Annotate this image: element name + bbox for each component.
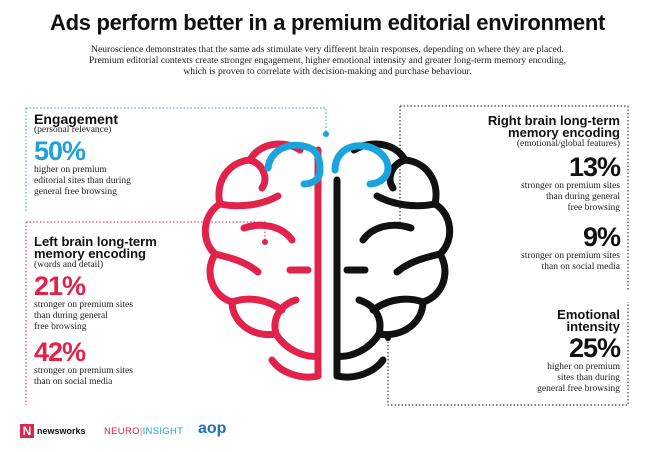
engagement-desc-line: higher on premium: [34, 165, 107, 175]
right-brain-desc-line: than during general: [546, 192, 620, 202]
left-brain-desc-line: than during general: [34, 311, 108, 321]
left-brain-desc-line: stronger on premium sites: [34, 366, 133, 376]
engagement-heading: Engagement: [34, 111, 119, 127]
left-brain-desc-line: stronger on premium sites: [34, 300, 133, 310]
emotional-stat: 25%: [568, 333, 621, 363]
newsworks-wordmark: newsworks: [37, 426, 86, 436]
neuroinsight-logo: NEURO|INSIGHT: [104, 426, 184, 437]
emotional-desc-line: general free browsing: [537, 384, 620, 394]
emotional-desc-line: sites than during: [557, 373, 620, 383]
neuro-wordmark: NEURO: [104, 426, 140, 437]
left-hemisphere: [201, 140, 322, 381]
right-brain-desc-line: free browsing: [567, 203, 621, 213]
left-brain-desc-line: free browsing: [34, 322, 87, 332]
right-brain-desc-line: stronger on premium sites: [521, 181, 620, 191]
left-brain-stat-2: 42%: [34, 337, 86, 367]
intro-line: which is proven to correlate with decisi…: [183, 66, 472, 77]
engagement-stat: 50%: [34, 136, 86, 166]
brain-top-arcs: [264, 141, 392, 188]
aop-logo: aop: [198, 420, 227, 437]
left-brain-stat-1: 21%: [34, 271, 86, 301]
engagement-desc-line: editorial sites than during: [34, 176, 131, 186]
left-brain-panel: Left brain long-term memory encoding (wo…: [34, 234, 234, 388]
page-title: Ads perform better in a premium editoria…: [50, 10, 605, 35]
left-brain-desc-line: than on social media: [34, 377, 113, 387]
intro-line: Premium editorial contexts create strong…: [88, 55, 567, 66]
engagement-desc-line: general free browsing: [34, 187, 117, 197]
insight-wordmark: INSIGHT: [142, 426, 184, 437]
connector-dots: [262, 131, 403, 341]
left-brain-heading: memory encoding: [34, 246, 146, 261]
right-brain-desc-line: than on social media: [541, 262, 620, 272]
right-brain-panel: Right brain long-term memory encoding (e…: [420, 113, 621, 273]
right-hemisphere: [333, 140, 454, 381]
emotional-panel: Emotional intensity 25% higher on premiu…: [440, 307, 621, 395]
emotional-connector: [387, 302, 629, 406]
newsworks-logo: N newsworks: [20, 424, 86, 438]
right-brain-subheading: (emotional/global features): [516, 139, 620, 149]
emotional-heading: intensity: [566, 319, 620, 334]
intro-text: Neuroscience demonstrates that the same …: [70, 44, 585, 77]
newsworks-icon: N: [20, 424, 34, 438]
right-brain-stat-1: 13%: [568, 152, 621, 182]
engagement-panel: Engagement (personal relevance) 50% high…: [34, 111, 214, 198]
left-brain-subheading: (words and detail): [34, 260, 104, 270]
emotional-desc-line: higher on premium: [547, 362, 620, 372]
right-brain-heading: memory encoding: [508, 125, 620, 140]
intro-line: Neuroscience demonstrates that the same …: [91, 44, 564, 55]
engagement-subheading: (personal relevance): [34, 125, 112, 135]
emotional-heading: Emotional: [557, 307, 620, 322]
right-brain-stat-2: 9%: [582, 222, 621, 252]
left-brain-heading: Left brain long-term: [34, 234, 157, 249]
right-brain-desc-line: stronger on premium sites: [521, 251, 620, 261]
right-brain-heading: Right brain long-term: [487, 113, 620, 128]
engagement-connector: [25, 107, 327, 213]
